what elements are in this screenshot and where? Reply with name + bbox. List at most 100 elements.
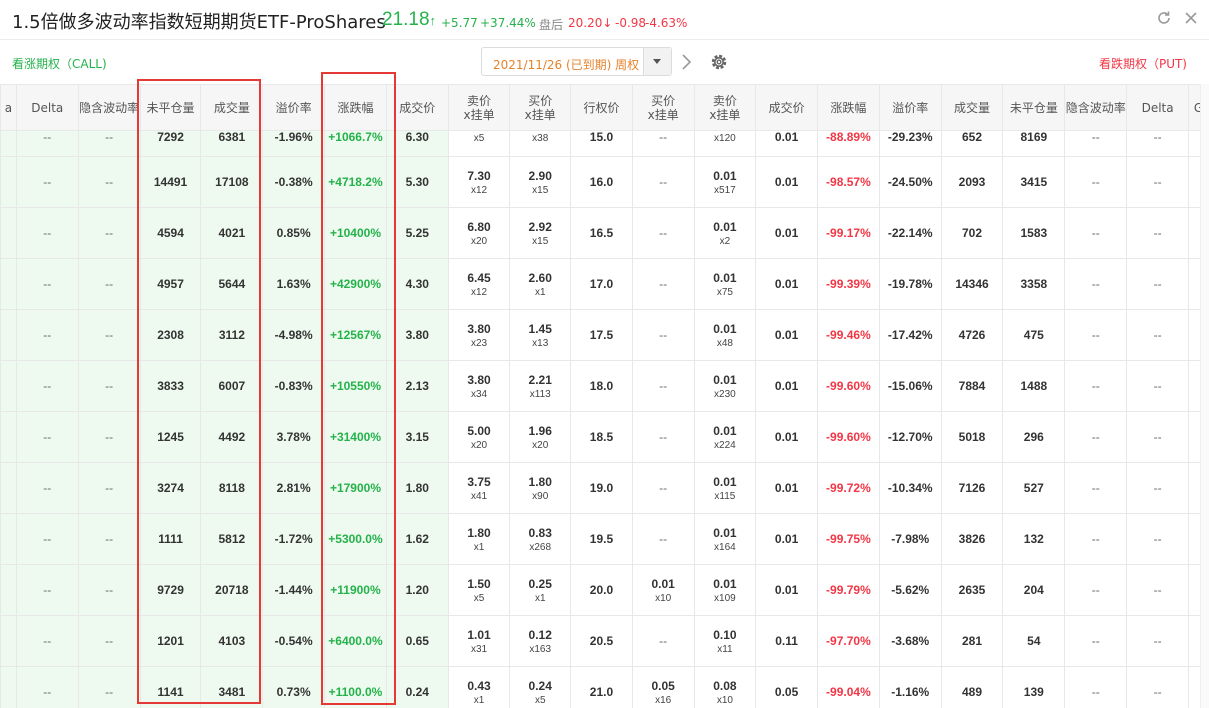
table-row[interactable]: -- -- 1111 5812 -1.72% +5300.0% 1.62 1.80 x1 0.83…: [0, 513, 1209, 565]
call-implied-vol: --: [77, 360, 141, 412]
call-change-percent: +5300.0%: [324, 513, 387, 565]
strike-price: 18.5: [570, 411, 633, 463]
call-bid: 0.12 x163: [509, 615, 572, 667]
put-open-interest: 3415: [1002, 156, 1066, 208]
price-change-percent: +37.44%: [480, 16, 536, 30]
table-row[interactable]: -- -- 4957 5644 1.63% +42900% 4.30 6.45 x12 2.60 x…: [0, 258, 1209, 310]
column-header[interactable]: 溢价率: [262, 84, 325, 131]
call-bid: 1.80 x90: [509, 462, 572, 514]
table-row[interactable]: -- -- 7292 6381 -1.96% +1066.7% 6.30 x5 x38 15.0-…: [0, 130, 1209, 157]
table-row[interactable]: -- -- 4594 4021 0.85% +10400% 5.25 6.80 x20 2.92 x…: [0, 207, 1209, 259]
put-ask: 0.01 x224: [693, 411, 757, 463]
put-open-interest: 1488: [1002, 360, 1066, 412]
put-ask: 0.01 x164: [693, 513, 757, 565]
close-icon[interactable]: [1182, 9, 1200, 27]
put-delta: --: [1126, 564, 1189, 616]
put-bid: --: [631, 309, 695, 361]
table-row[interactable]: -- -- 1201 4103 -0.54% +6400.0% 0.65 1.01 x31 0.1…: [0, 615, 1209, 667]
options-table: a Delta 隐含波动率 未平仓量 成交量 溢价率 涨跌幅 成交价 卖价 x挂单 买价 x挂单 行权价…: [0, 84, 1209, 708]
put-options-label[interactable]: 看跌期权（PUT): [1098, 57, 1187, 71]
column-header[interactable]: 未平仓量: [1002, 84, 1066, 131]
put-implied-vol: --: [1064, 615, 1128, 667]
edge-cell: [0, 207, 17, 259]
table-row[interactable]: -- -- 9729 20718 -1.44% +11900% 1.20 1.50 x5 0.25…: [0, 564, 1209, 616]
edge-cell: [0, 309, 17, 361]
refresh-icon[interactable]: [1155, 9, 1173, 27]
put-bid: --: [631, 360, 695, 412]
column-header[interactable]: Delta: [15, 84, 79, 131]
column-header[interactable]: 行权价: [570, 84, 633, 131]
column-header[interactable]: 隐含波动率: [1064, 84, 1128, 131]
call-implied-vol: --: [77, 513, 141, 565]
column-header[interactable]: 隐含波动率: [77, 84, 141, 131]
put-open-interest: 475: [1002, 309, 1066, 361]
call-bid: 2.92 x15: [509, 207, 572, 259]
call-premium-rate: -0.83%: [262, 360, 325, 412]
put-implied-vol: --: [1064, 666, 1128, 708]
column-header[interactable]: 涨跌幅: [816, 84, 880, 131]
table-row[interactable]: -- -- 3833 6007 -0.83% +10550% 2.13 3.80 x34 2.21…: [0, 360, 1209, 412]
table-row[interactable]: -- -- 1245 4492 3.78% +31400% 3.15 5.00 x20 1.96 x…: [0, 411, 1209, 463]
call-change-percent: +1100.0%: [324, 666, 387, 708]
put-implied-vol: --: [1064, 513, 1128, 565]
column-header[interactable]: 买价 x挂单: [631, 84, 695, 131]
column-header[interactable]: 卖价 x挂单: [447, 84, 511, 131]
call-change-percent: +11900%: [324, 564, 387, 616]
strike-price: 17.5: [570, 309, 633, 361]
put-delta: --: [1126, 462, 1189, 514]
column-header[interactable]: 涨跌幅: [324, 84, 387, 131]
call-open-interest: 9729: [139, 564, 202, 616]
strike-price: 20.5: [570, 615, 633, 667]
column-header[interactable]: 成交价: [755, 84, 818, 131]
edge-cell: [0, 360, 17, 412]
put-open-interest: 204: [1002, 564, 1066, 616]
column-header[interactable]: 成交量: [940, 84, 1004, 131]
table-row[interactable]: -- -- 1141 3481 0.73% +1100.0% 0.24 0.43 x1 0.24 x…: [0, 666, 1209, 708]
put-last-price: 0.01: [755, 156, 818, 208]
call-ask: 1.01 x31: [447, 615, 511, 667]
put-volume: 5018: [940, 411, 1004, 463]
column-header[interactable]: 卖价 x挂单: [693, 84, 757, 131]
table-row[interactable]: -- -- 3274 8118 2.81% +17900% 1.80 3.75 x41 1.80 x…: [0, 462, 1209, 514]
put-last-price: 0.01: [755, 309, 818, 361]
put-delta: --: [1126, 156, 1189, 208]
column-header[interactable]: 成交价: [385, 84, 449, 131]
put-bid: 0.01 x10: [631, 564, 695, 616]
column-header[interactable]: a: [0, 84, 17, 131]
call-premium-rate: -0.54%: [262, 615, 325, 667]
call-implied-vol: --: [77, 207, 141, 259]
call-last-price: 0.24: [385, 666, 449, 708]
gear-icon[interactable]: [709, 52, 729, 72]
down-arrow-icon: ↓: [602, 16, 613, 30]
call-premium-rate: 0.85%: [262, 207, 325, 259]
put-open-interest: 139: [1002, 666, 1066, 708]
call-bid: 1.45 x13: [509, 309, 572, 361]
call-delta: --: [15, 309, 79, 361]
call-volume: 3481: [200, 666, 264, 708]
column-header[interactable]: 成交量: [200, 84, 264, 131]
call-implied-vol: --: [77, 309, 141, 361]
put-volume: 489: [940, 666, 1004, 708]
column-header[interactable]: Delta: [1126, 84, 1189, 131]
put-bid: --: [631, 258, 695, 310]
put-premium-rate: -17.42%: [878, 309, 942, 361]
expiry-date-select[interactable]: 2021/11/26 (已到期) 周权: [481, 47, 672, 76]
vertical-scrollbar[interactable]: [1200, 84, 1209, 708]
put-last-price: 0.01: [755, 207, 818, 259]
call-implied-vol: --: [77, 130, 141, 157]
call-ask: 3.80 x23: [447, 309, 511, 361]
put-ask: 0.08 x10: [693, 666, 757, 708]
chevron-right-icon[interactable]: [679, 52, 693, 72]
call-open-interest: 1141: [139, 666, 202, 708]
dropdown-toggle[interactable]: [643, 48, 671, 75]
column-header[interactable]: 买价 x挂单: [509, 84, 572, 131]
column-header[interactable]: 溢价率: [878, 84, 942, 131]
call-options-label[interactable]: 看涨期权（CALL): [12, 57, 107, 71]
put-delta: --: [1126, 615, 1189, 667]
put-premium-rate: -15.06%: [878, 360, 942, 412]
table-row[interactable]: -- -- 2308 3112 -4.98% +12567% 3.80 3.80 x23 1.45…: [0, 309, 1209, 361]
table-row[interactable]: -- -- 14491 17108 -0.38% +4718.2% 5.30 7.30 x12 2…: [0, 156, 1209, 208]
put-implied-vol: --: [1064, 258, 1128, 310]
column-header[interactable]: 未平仓量: [139, 84, 202, 131]
put-ask: 0.01 x75: [693, 258, 757, 310]
